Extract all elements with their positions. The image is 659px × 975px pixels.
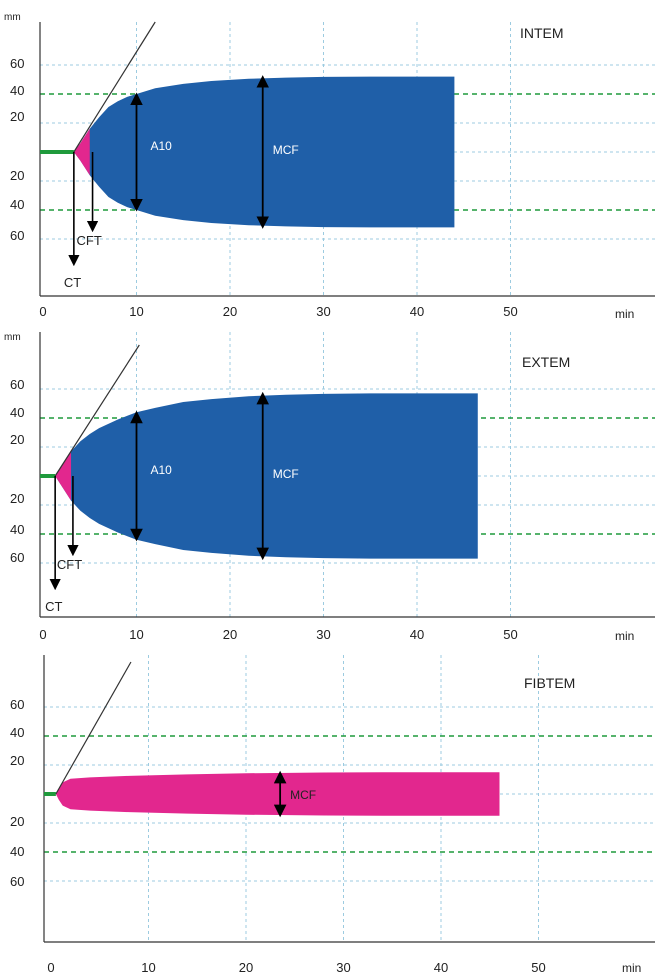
mcf-label: MCF (273, 467, 299, 481)
x-tick-label: 30 (316, 304, 330, 319)
y-tick-label: 60 (10, 697, 24, 712)
panel-fibtem: MCF 0 10 20 30 40 50 60 40 20 20 40 60 min FIBTEM (10, 655, 655, 975)
x-tick-label: 40 (410, 304, 424, 319)
y-tick-label: 40 (10, 725, 24, 740)
ct-label: CT (64, 275, 81, 290)
a10-label: A10 (151, 463, 173, 477)
x-tick-label: 50 (531, 960, 545, 975)
cft-label: CFT (77, 233, 102, 248)
trace-fibtem (55, 772, 500, 816)
tangent-line (73, 21, 156, 153)
trace-intem (73, 76, 455, 228)
x-tick-label: 40 (410, 627, 424, 642)
y-tick-label: 20 (10, 109, 24, 124)
x-tick-label: 20 (223, 304, 237, 319)
y-tick-label: 60 (10, 550, 24, 565)
y-tick-label: 20 (10, 753, 24, 768)
x-tick-label: 0 (47, 960, 54, 975)
y-axis-unit: mm (4, 332, 21, 343)
y-tick-label: 20 (10, 168, 24, 183)
y-tick-label: 20 (10, 491, 24, 506)
x-tick-label: 0 (39, 627, 46, 642)
panel-title: FIBTEM (524, 675, 575, 691)
x-axis-unit: min (615, 307, 634, 321)
x-tick-label: 10 (129, 304, 143, 319)
x-tick-label: 10 (141, 960, 155, 975)
x-tick-label: 10 (129, 627, 143, 642)
cft-region (73, 128, 90, 176)
panel-extem: A10 MCF CT CFT 0 10 20 30 40 50 60 40 20 20 40 60 mm min E… (4, 332, 655, 643)
x-tick-label: 30 (316, 627, 330, 642)
x-tick-label: 20 (223, 627, 237, 642)
cft-region (55, 451, 72, 501)
y-tick-label: 60 (10, 228, 24, 243)
panel-intem: A10 MCF CT CFT 0 10 20 30 40 50 60 40 20 20 40 60 mm min I… (4, 12, 655, 321)
x-axis-unit: min (622, 961, 641, 975)
y-tick-label: 60 (10, 377, 24, 392)
y-tick-label: 60 (10, 56, 24, 71)
x-tick-label: 30 (336, 960, 350, 975)
y-tick-label: 40 (10, 844, 24, 859)
cft-label: CFT (57, 557, 82, 572)
x-tick-label: 50 (503, 304, 517, 319)
y-tick-label: 60 (10, 874, 24, 889)
ct-label: CT (45, 599, 62, 614)
y-tick-label: 40 (10, 522, 24, 537)
trace-extem (55, 393, 478, 559)
tangent-line (55, 661, 132, 795)
y-tick-label: 20 (10, 432, 24, 447)
tangent-line (54, 344, 140, 477)
x-tick-label: 20 (239, 960, 253, 975)
x-tick-label: 0 (39, 304, 46, 319)
y-tick-label: 20 (10, 814, 24, 829)
x-axis-unit: min (615, 629, 634, 643)
y-tick-label: 40 (10, 405, 24, 420)
panel-title: INTEM (520, 25, 564, 41)
x-tick-label: 50 (503, 627, 517, 642)
y-tick-label: 40 (10, 83, 24, 98)
panel-title: EXTEM (522, 354, 570, 370)
mcf-label: MCF (290, 788, 316, 802)
y-tick-label: 40 (10, 197, 24, 212)
y-axis-unit: mm (4, 12, 21, 23)
a10-label: A10 (151, 139, 173, 153)
mcf-label: MCF (273, 143, 299, 157)
x-tick-label: 40 (434, 960, 448, 975)
